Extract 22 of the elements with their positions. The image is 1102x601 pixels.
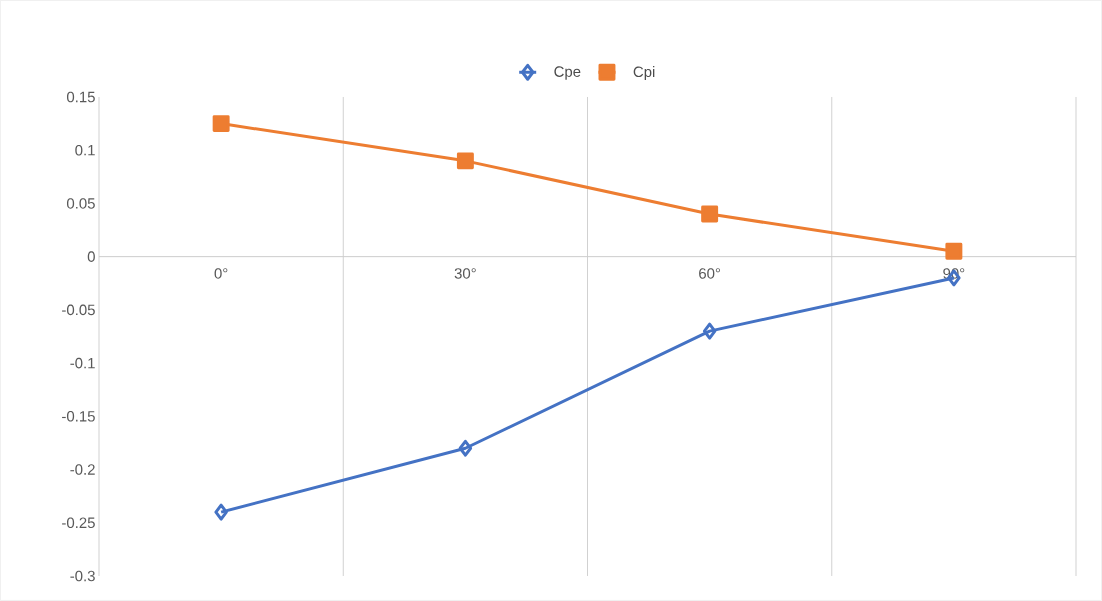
y-tick-label: 0 (87, 251, 95, 262)
y-tick-label: -0.1 (70, 357, 95, 369)
x-tick-label: 0° (214, 268, 228, 279)
x-tick-label: 60° (699, 268, 721, 279)
point (701, 205, 719, 223)
y-tick-label: -0.05 (62, 304, 95, 316)
legend-label: Cpe (554, 66, 581, 80)
point (212, 115, 230, 133)
y-tick-label: -0.3 (70, 570, 95, 582)
y-tick-label: -0.25 (62, 517, 95, 529)
point (214, 503, 228, 521)
y-tick-label: -0.15 (62, 411, 95, 422)
y-tick-label: 0.15 (66, 91, 95, 103)
point (702, 322, 717, 340)
y-tick-label: 0.05 (66, 198, 95, 209)
point (456, 152, 474, 170)
legend-label: Cpi (633, 66, 655, 81)
point (945, 242, 963, 260)
y-tick-label: -0.2 (70, 464, 95, 475)
y-tick-label: 0.1 (75, 144, 95, 156)
x-tick-label: 30° (454, 268, 476, 279)
point (458, 439, 473, 457)
